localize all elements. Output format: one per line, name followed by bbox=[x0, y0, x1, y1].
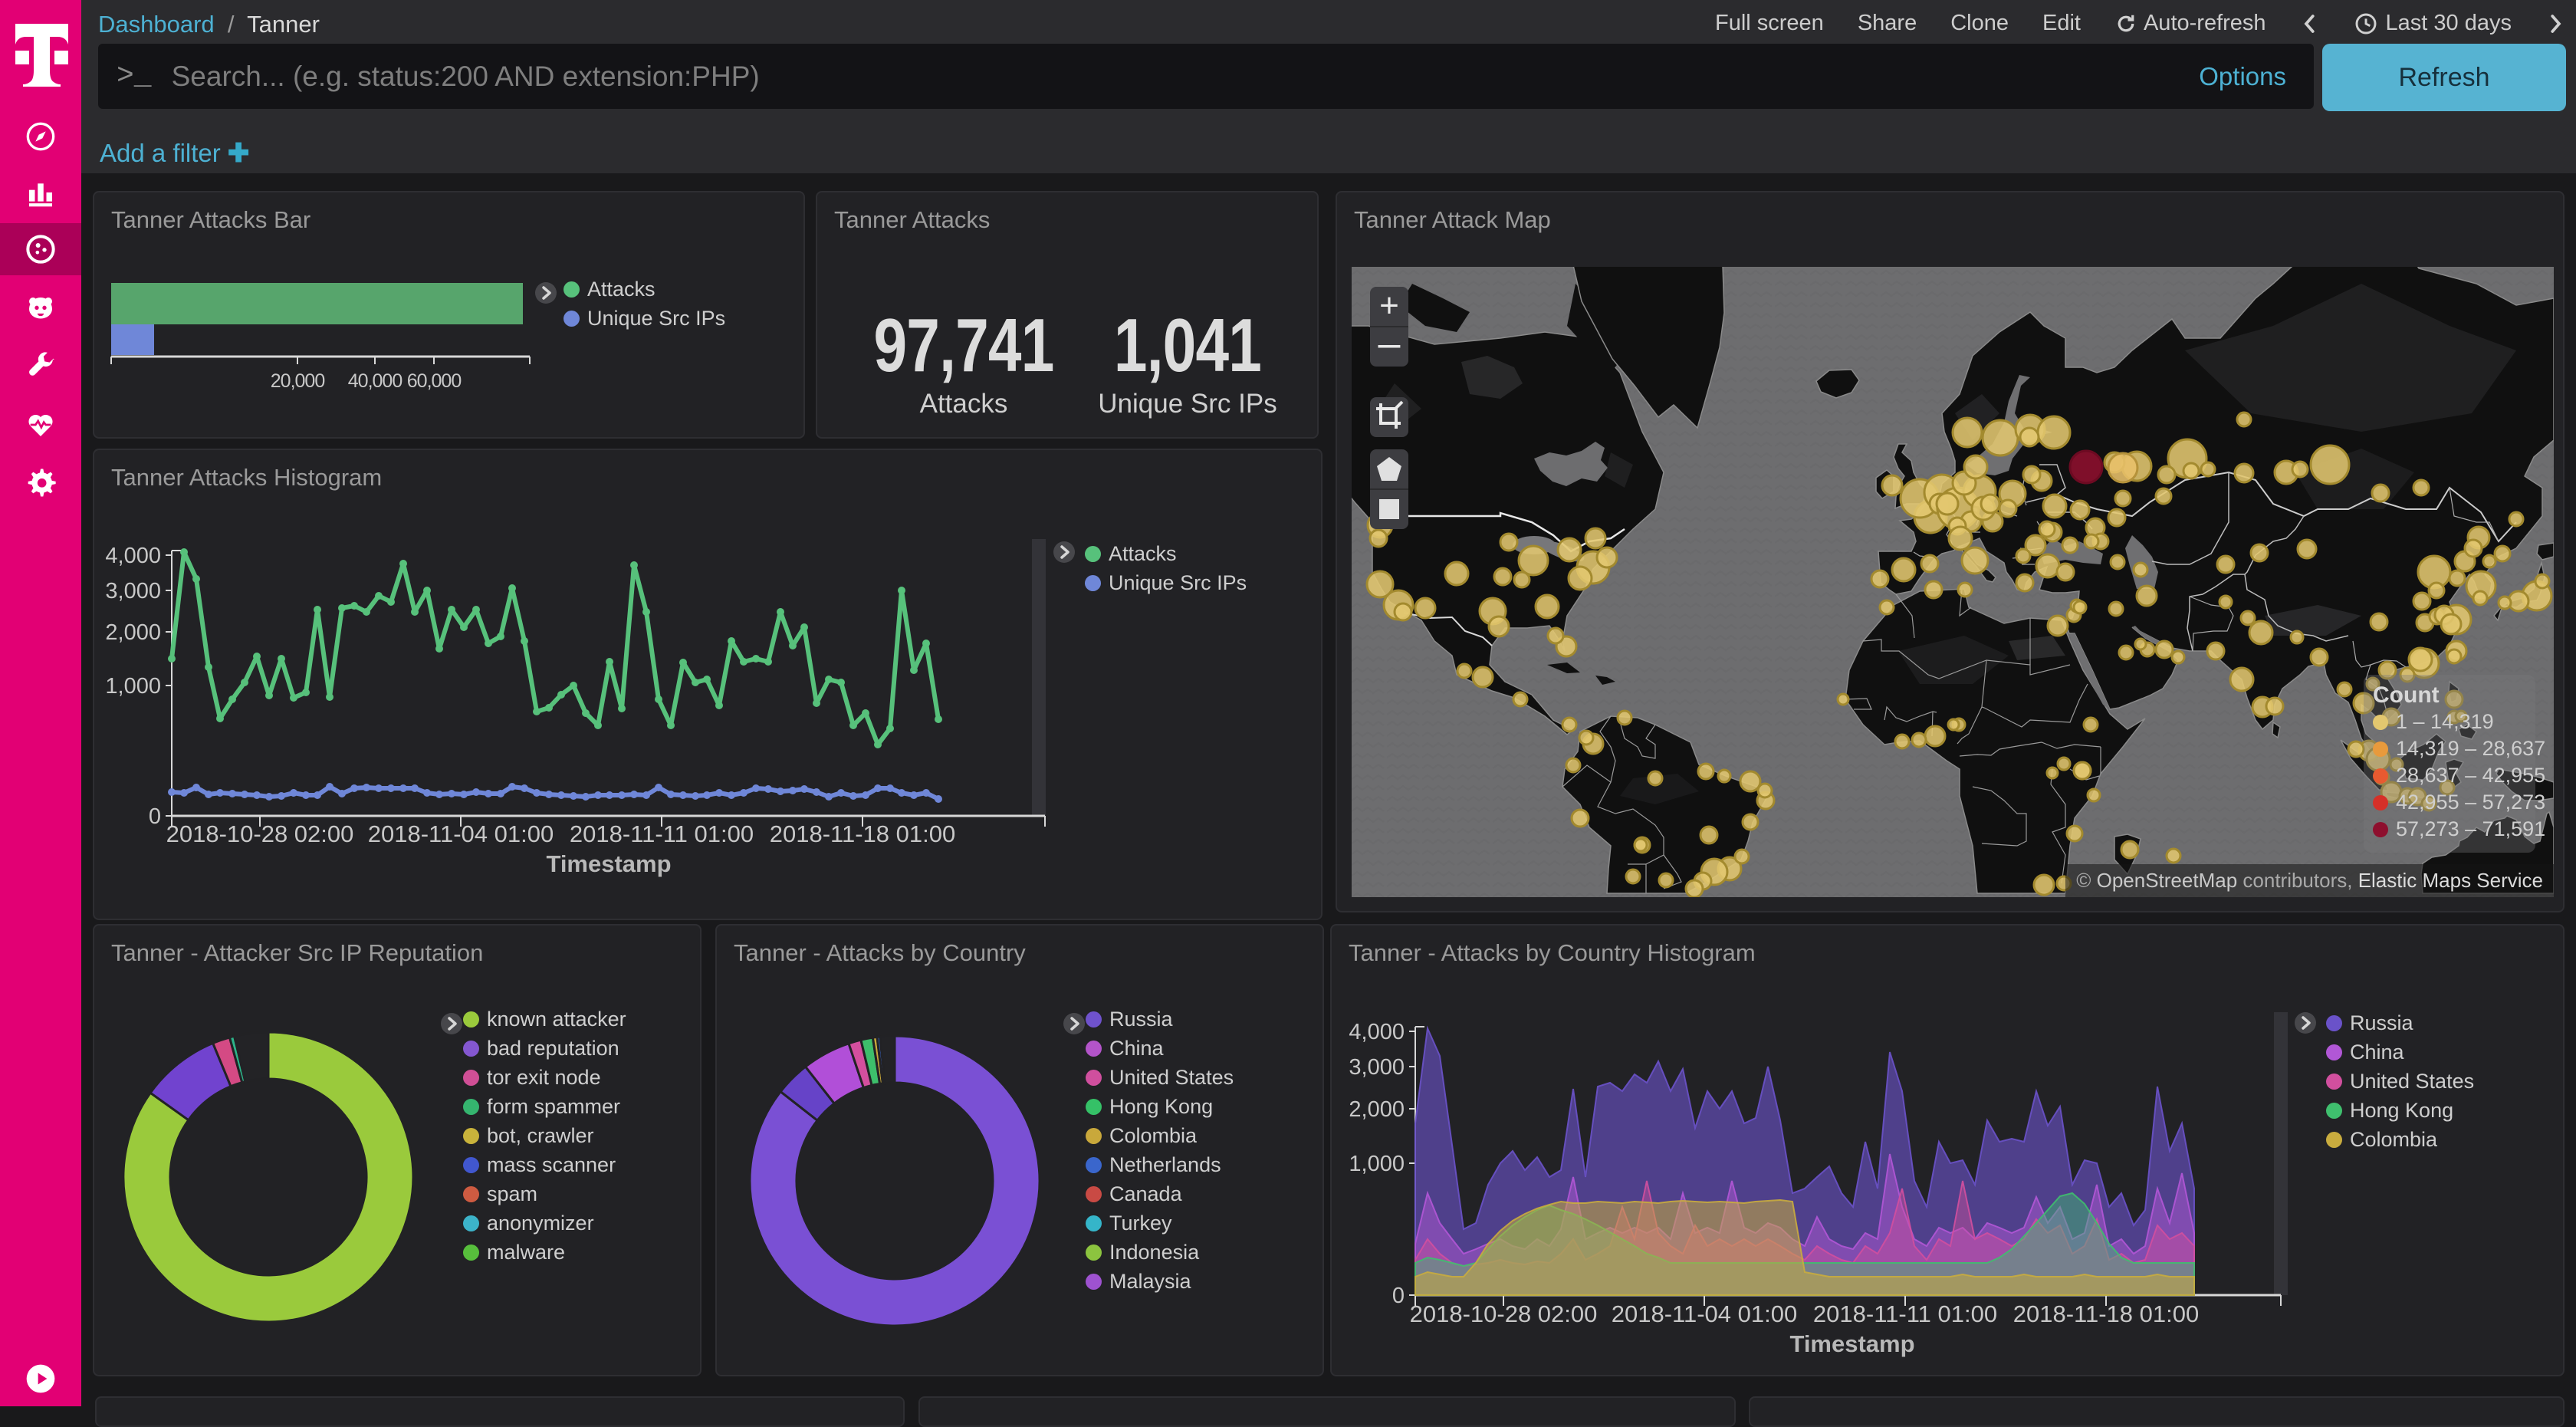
svg-text:2018-11-04 01:00: 2018-11-04 01:00 bbox=[368, 820, 554, 847]
svg-text:1,000: 1,000 bbox=[105, 674, 161, 699]
svg-text:2018-11-11 01:00: 2018-11-11 01:00 bbox=[1813, 1300, 1997, 1327]
svg-text:60,000: 60,000 bbox=[407, 370, 462, 392]
svg-text:Timestamp: Timestamp bbox=[546, 850, 671, 877]
svg-text:2018-11-18 01:00: 2018-11-18 01:00 bbox=[2013, 1300, 2199, 1327]
svg-text:40,000: 40,000 bbox=[348, 370, 402, 392]
svg-text:2018-11-04 01:00: 2018-11-04 01:00 bbox=[1612, 1300, 1797, 1327]
svg-text:Timestamp: Timestamp bbox=[1789, 1330, 1914, 1357]
svg-text:4,000: 4,000 bbox=[1349, 1020, 1405, 1044]
svg-text:4,000: 4,000 bbox=[105, 544, 161, 568]
svg-text:1,000: 1,000 bbox=[1349, 1152, 1405, 1176]
svg-text:2,000: 2,000 bbox=[1349, 1097, 1405, 1122]
svg-text:2018-11-11 01:00: 2018-11-11 01:00 bbox=[570, 820, 754, 847]
svg-text:3,000: 3,000 bbox=[105, 579, 161, 603]
svg-text:2018-10-28 02:00: 2018-10-28 02:00 bbox=[166, 820, 354, 847]
svg-text:0: 0 bbox=[1392, 1284, 1405, 1308]
svg-text:3,000: 3,000 bbox=[1349, 1055, 1405, 1080]
svg-text:2018-10-28 02:00: 2018-10-28 02:00 bbox=[1410, 1300, 1598, 1327]
svg-text:0: 0 bbox=[149, 804, 161, 829]
svg-text:20,000: 20,000 bbox=[271, 370, 325, 392]
svg-text:2,000: 2,000 bbox=[105, 620, 161, 645]
svg-text:2018-11-18 01:00: 2018-11-18 01:00 bbox=[770, 820, 955, 847]
